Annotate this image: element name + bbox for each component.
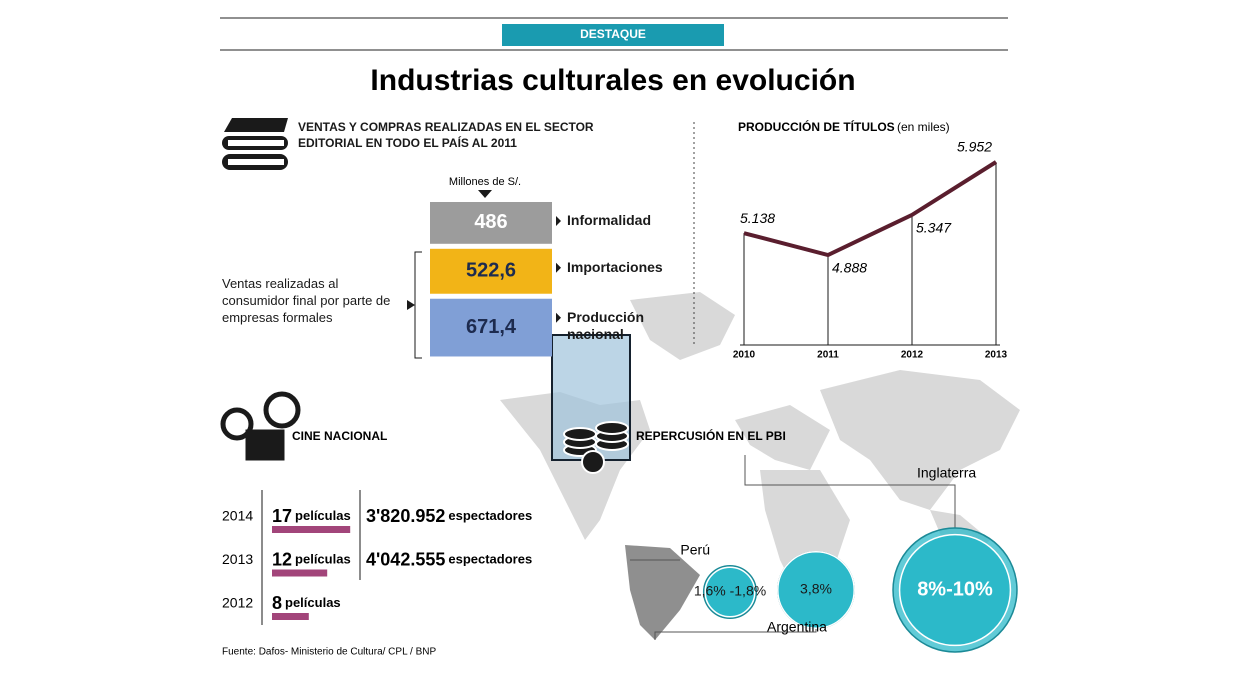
pointer: [556, 312, 561, 323]
cine-title: CINE NACIONAL: [292, 429, 387, 443]
block-value: 522,6: [466, 260, 516, 282]
year: 2014: [222, 508, 253, 524]
count-unit: películas: [295, 552, 351, 567]
pbi-title: REPERCUSIÓN EN EL PBI: [636, 428, 786, 443]
pointer: [556, 216, 561, 226]
block: [430, 202, 552, 244]
bar: [272, 526, 351, 533]
spectators-unit: espectadores: [448, 552, 532, 567]
bracket-arrow: [407, 300, 415, 310]
block-value: 671,4: [466, 316, 517, 338]
x-tick-label: 2013: [985, 350, 1008, 361]
coins-icon: [563, 421, 629, 474]
projector-icon: [220, 391, 301, 461]
count: 8 películas: [272, 593, 341, 613]
spectators: 4'042.555 espectadores: [366, 549, 532, 569]
bubble-label: 8%-10%: [917, 578, 993, 600]
block: [430, 298, 552, 357]
bar: [272, 613, 309, 620]
category-label: Importaciones: [567, 258, 663, 275]
count-unit: películas: [295, 508, 351, 523]
x-tick-label: 2010: [733, 350, 756, 361]
value-label: 5.952: [957, 139, 992, 155]
unit-arrow: [478, 190, 492, 198]
country-label: Perú: [680, 542, 710, 558]
year: 2013: [222, 551, 253, 567]
block-title: VENTAS Y COMPRAS REALIZADAS EN EL SECTOR…: [298, 120, 594, 150]
value-label: 4.888: [832, 260, 867, 276]
category-label: Informalidad: [567, 212, 652, 228]
unit-label: Millones de S/.: [449, 176, 521, 188]
block-value: 486: [474, 211, 507, 233]
bubble-inner: [898, 533, 1012, 647]
bubble-label: 3,8%: [800, 581, 832, 597]
count-unit: películas: [285, 595, 341, 610]
count: 12 películas: [272, 549, 351, 569]
source: Fuente: Dafos- Ministerio de Cultura/ CP…: [222, 647, 436, 658]
badge-bg: [502, 24, 724, 46]
spectators-value: 3'820.952: [366, 506, 445, 526]
bar: [272, 569, 328, 577]
country-label: Inglaterra: [917, 465, 976, 481]
count-value: 12: [272, 549, 292, 569]
count-value: 8: [272, 593, 282, 613]
count-value: 17: [272, 506, 292, 526]
count: 17 películas: [272, 506, 351, 526]
line: [743, 160, 998, 258]
category-label: Producción nacional: [567, 308, 645, 342]
line-subtitle: (en miles): [897, 120, 950, 134]
line-title: PRODUCCIÓN DE TÍTULOS: [738, 119, 895, 134]
bubble-inner: [777, 551, 855, 629]
pointer: [556, 262, 561, 273]
bubble-label: 1,6% -1,8%: [694, 583, 766, 599]
bracket: [414, 251, 422, 359]
bubble-inner: [704, 566, 756, 618]
bracket-label: Ventas realizadas al consumidor final po…: [222, 276, 391, 325]
x-tick-label: 2012: [901, 350, 924, 361]
block: [430, 248, 552, 294]
books-icon: [222, 118, 288, 170]
country-label: Argentina: [767, 619, 827, 635]
spectators-unit: espectadores: [448, 508, 532, 523]
value-label: 5.347: [916, 220, 952, 236]
year: 2012: [222, 595, 253, 611]
x-tick-label: 2011: [817, 350, 839, 361]
badge: DESTAQUE: [580, 27, 646, 41]
title: Industrias culturales en evolución: [370, 64, 855, 97]
spectators-value: 4'042.555: [366, 549, 445, 569]
spectators: 3'820.952 espectadores: [366, 506, 532, 526]
value-label: 5.138: [740, 210, 775, 226]
